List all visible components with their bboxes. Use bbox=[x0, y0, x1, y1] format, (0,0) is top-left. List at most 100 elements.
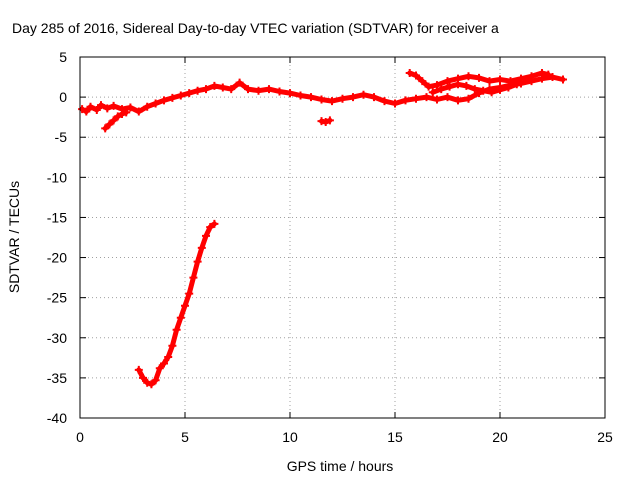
data-point bbox=[286, 89, 294, 98]
data-point bbox=[422, 93, 431, 102]
data-point bbox=[235, 78, 244, 87]
data-point bbox=[265, 85, 273, 94]
data-point bbox=[544, 70, 553, 79]
data-point bbox=[338, 94, 347, 103]
x-tick-label: 25 bbox=[597, 429, 613, 445]
data-point bbox=[412, 71, 420, 80]
data-point bbox=[307, 93, 315, 102]
y-tick-label: -5 bbox=[55, 129, 68, 145]
data-points bbox=[78, 69, 567, 389]
series-group bbox=[78, 73, 567, 116]
data-point bbox=[506, 77, 515, 86]
data-point bbox=[496, 75, 504, 84]
data-point bbox=[296, 91, 305, 100]
data-point bbox=[176, 313, 185, 322]
data-point bbox=[479, 86, 488, 95]
data-point bbox=[147, 380, 156, 389]
series-group bbox=[428, 80, 521, 97]
data-point bbox=[443, 93, 452, 102]
data-point bbox=[359, 90, 368, 99]
data-point bbox=[437, 85, 446, 94]
x-tick-label: 0 bbox=[76, 429, 84, 445]
data-point bbox=[418, 77, 427, 86]
series-trace bbox=[407, 70, 551, 90]
data-point bbox=[168, 341, 177, 350]
data-point bbox=[391, 99, 399, 108]
y-tick-label: -30 bbox=[47, 330, 67, 346]
data-point bbox=[445, 82, 454, 91]
y-tick-label: -10 bbox=[47, 169, 67, 185]
data-point bbox=[405, 69, 414, 78]
data-point bbox=[380, 97, 389, 106]
data-point bbox=[113, 112, 122, 121]
data-point bbox=[317, 95, 326, 104]
data-point bbox=[428, 88, 437, 97]
data-point bbox=[168, 93, 177, 102]
x-axis-ticks: 0 5 10 15 20 25 bbox=[76, 57, 613, 445]
data-point bbox=[527, 72, 536, 81]
data-point bbox=[433, 95, 441, 104]
data-point bbox=[559, 75, 567, 84]
data-point bbox=[325, 116, 334, 125]
data-point bbox=[475, 73, 483, 82]
y-axis-label: SDTVAR / TECUs bbox=[6, 181, 22, 293]
data-point bbox=[122, 108, 131, 117]
data-point bbox=[126, 103, 135, 112]
data-point bbox=[433, 81, 441, 90]
y-tick-label: 0 bbox=[59, 89, 67, 105]
data-point bbox=[105, 120, 114, 129]
data-point bbox=[464, 72, 473, 81]
data-point bbox=[328, 97, 336, 106]
data-point bbox=[143, 102, 152, 111]
data-point bbox=[464, 94, 473, 103]
x-tick-label: 10 bbox=[282, 429, 298, 445]
plot-frame bbox=[79, 56, 606, 419]
chart-title: Day 285 of 2016, Sidereal Day-to-day VTE… bbox=[12, 20, 499, 36]
data-point bbox=[227, 85, 236, 94]
x-axis-label: GPS time / hours bbox=[287, 458, 394, 474]
data-point bbox=[470, 85, 479, 94]
data-point bbox=[462, 81, 471, 90]
data-point bbox=[193, 86, 202, 95]
data-point bbox=[244, 85, 252, 94]
data-point bbox=[151, 376, 160, 385]
data-point bbox=[109, 101, 118, 110]
data-point bbox=[424, 82, 433, 91]
y-tick-label: -20 bbox=[47, 250, 67, 266]
y-tick-label: -15 bbox=[47, 209, 67, 225]
data-point bbox=[548, 73, 557, 82]
data-point bbox=[538, 69, 546, 78]
data-point bbox=[103, 104, 112, 113]
data-point bbox=[172, 325, 181, 334]
data-point bbox=[218, 83, 227, 92]
data-point bbox=[517, 74, 525, 83]
data-point bbox=[210, 219, 219, 228]
y-axis-ticks: 5 0 -5 -10 -15 -20 -25 -30 -35 -40 bbox=[47, 49, 605, 426]
data-point bbox=[210, 81, 219, 90]
data-point bbox=[487, 88, 496, 97]
data-point bbox=[143, 378, 152, 387]
series-group bbox=[134, 219, 219, 389]
data-point bbox=[193, 257, 202, 266]
series-group bbox=[405, 69, 553, 91]
y-tick-label: 5 bbox=[59, 49, 67, 65]
data-point bbox=[185, 89, 194, 98]
data-point bbox=[254, 86, 263, 95]
data-point bbox=[97, 101, 105, 110]
data-point bbox=[185, 289, 194, 298]
data-point bbox=[181, 301, 189, 310]
data-point bbox=[160, 359, 168, 368]
data-point bbox=[139, 373, 147, 382]
data-point bbox=[134, 107, 143, 116]
y-tick-label: -40 bbox=[47, 410, 67, 426]
data-point bbox=[86, 102, 95, 111]
data-point bbox=[82, 107, 91, 116]
data-point bbox=[164, 353, 173, 362]
data-point bbox=[275, 87, 284, 96]
series-group bbox=[101, 108, 131, 133]
data-point bbox=[443, 77, 452, 86]
data-point bbox=[151, 99, 160, 108]
x-tick-label: 20 bbox=[492, 429, 508, 445]
data-point bbox=[189, 273, 198, 282]
